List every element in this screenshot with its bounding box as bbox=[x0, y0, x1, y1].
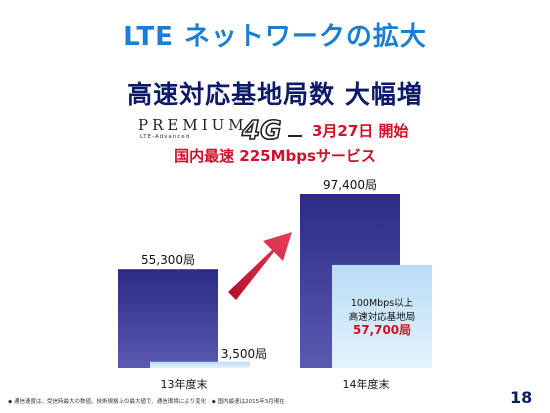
launch-date: 3月27日 開始 bbox=[312, 122, 409, 140]
speed-note: 国内最速 225Mbpsサービス bbox=[174, 147, 376, 165]
lte-advanced-wordmark: LTE-Advanced bbox=[140, 134, 191, 140]
page-number: 18 bbox=[510, 388, 533, 407]
bar-highspeed-1 bbox=[150, 361, 250, 368]
value-label-total-1: 55,300局 bbox=[141, 253, 195, 267]
page-title: LTE ネットワークの拡大 bbox=[123, 22, 427, 52]
growth-arrow bbox=[228, 232, 292, 300]
premium-4g-brand: PREMIUM LTE-Advanced 4G 3月27日 開始 bbox=[138, 114, 468, 144]
footnote: ◆ 通信速度は、受信時最大の数値。技術規格上の最大値で、通信環境により変化 ◆ … bbox=[8, 399, 285, 405]
4g-logo-underline bbox=[288, 135, 302, 137]
highspeed-annotation-line-2: 高速対応基地局 bbox=[349, 311, 416, 323]
bar-highspeed-2 bbox=[332, 264, 432, 368]
category-label-1: 13年度末 bbox=[161, 377, 208, 391]
value-label-highspeed-2: 57,700局 bbox=[353, 323, 411, 337]
value-label-highspeed-1: 3,500局 bbox=[221, 347, 267, 361]
4g-logo: 4G bbox=[240, 115, 302, 144]
4g-logo-text: 4G bbox=[241, 116, 281, 144]
value-label-total-2: 97,400局 bbox=[323, 178, 377, 192]
page-subtitle: 高速対応基地局数 大幅増 bbox=[127, 80, 423, 109]
highspeed-annotation-line-1: 100Mbps以上 bbox=[351, 298, 414, 309]
premium-wordmark: PREMIUM bbox=[138, 116, 248, 134]
bar-total-1 bbox=[118, 269, 218, 368]
category-label-2: 14年度末 bbox=[343, 377, 390, 391]
